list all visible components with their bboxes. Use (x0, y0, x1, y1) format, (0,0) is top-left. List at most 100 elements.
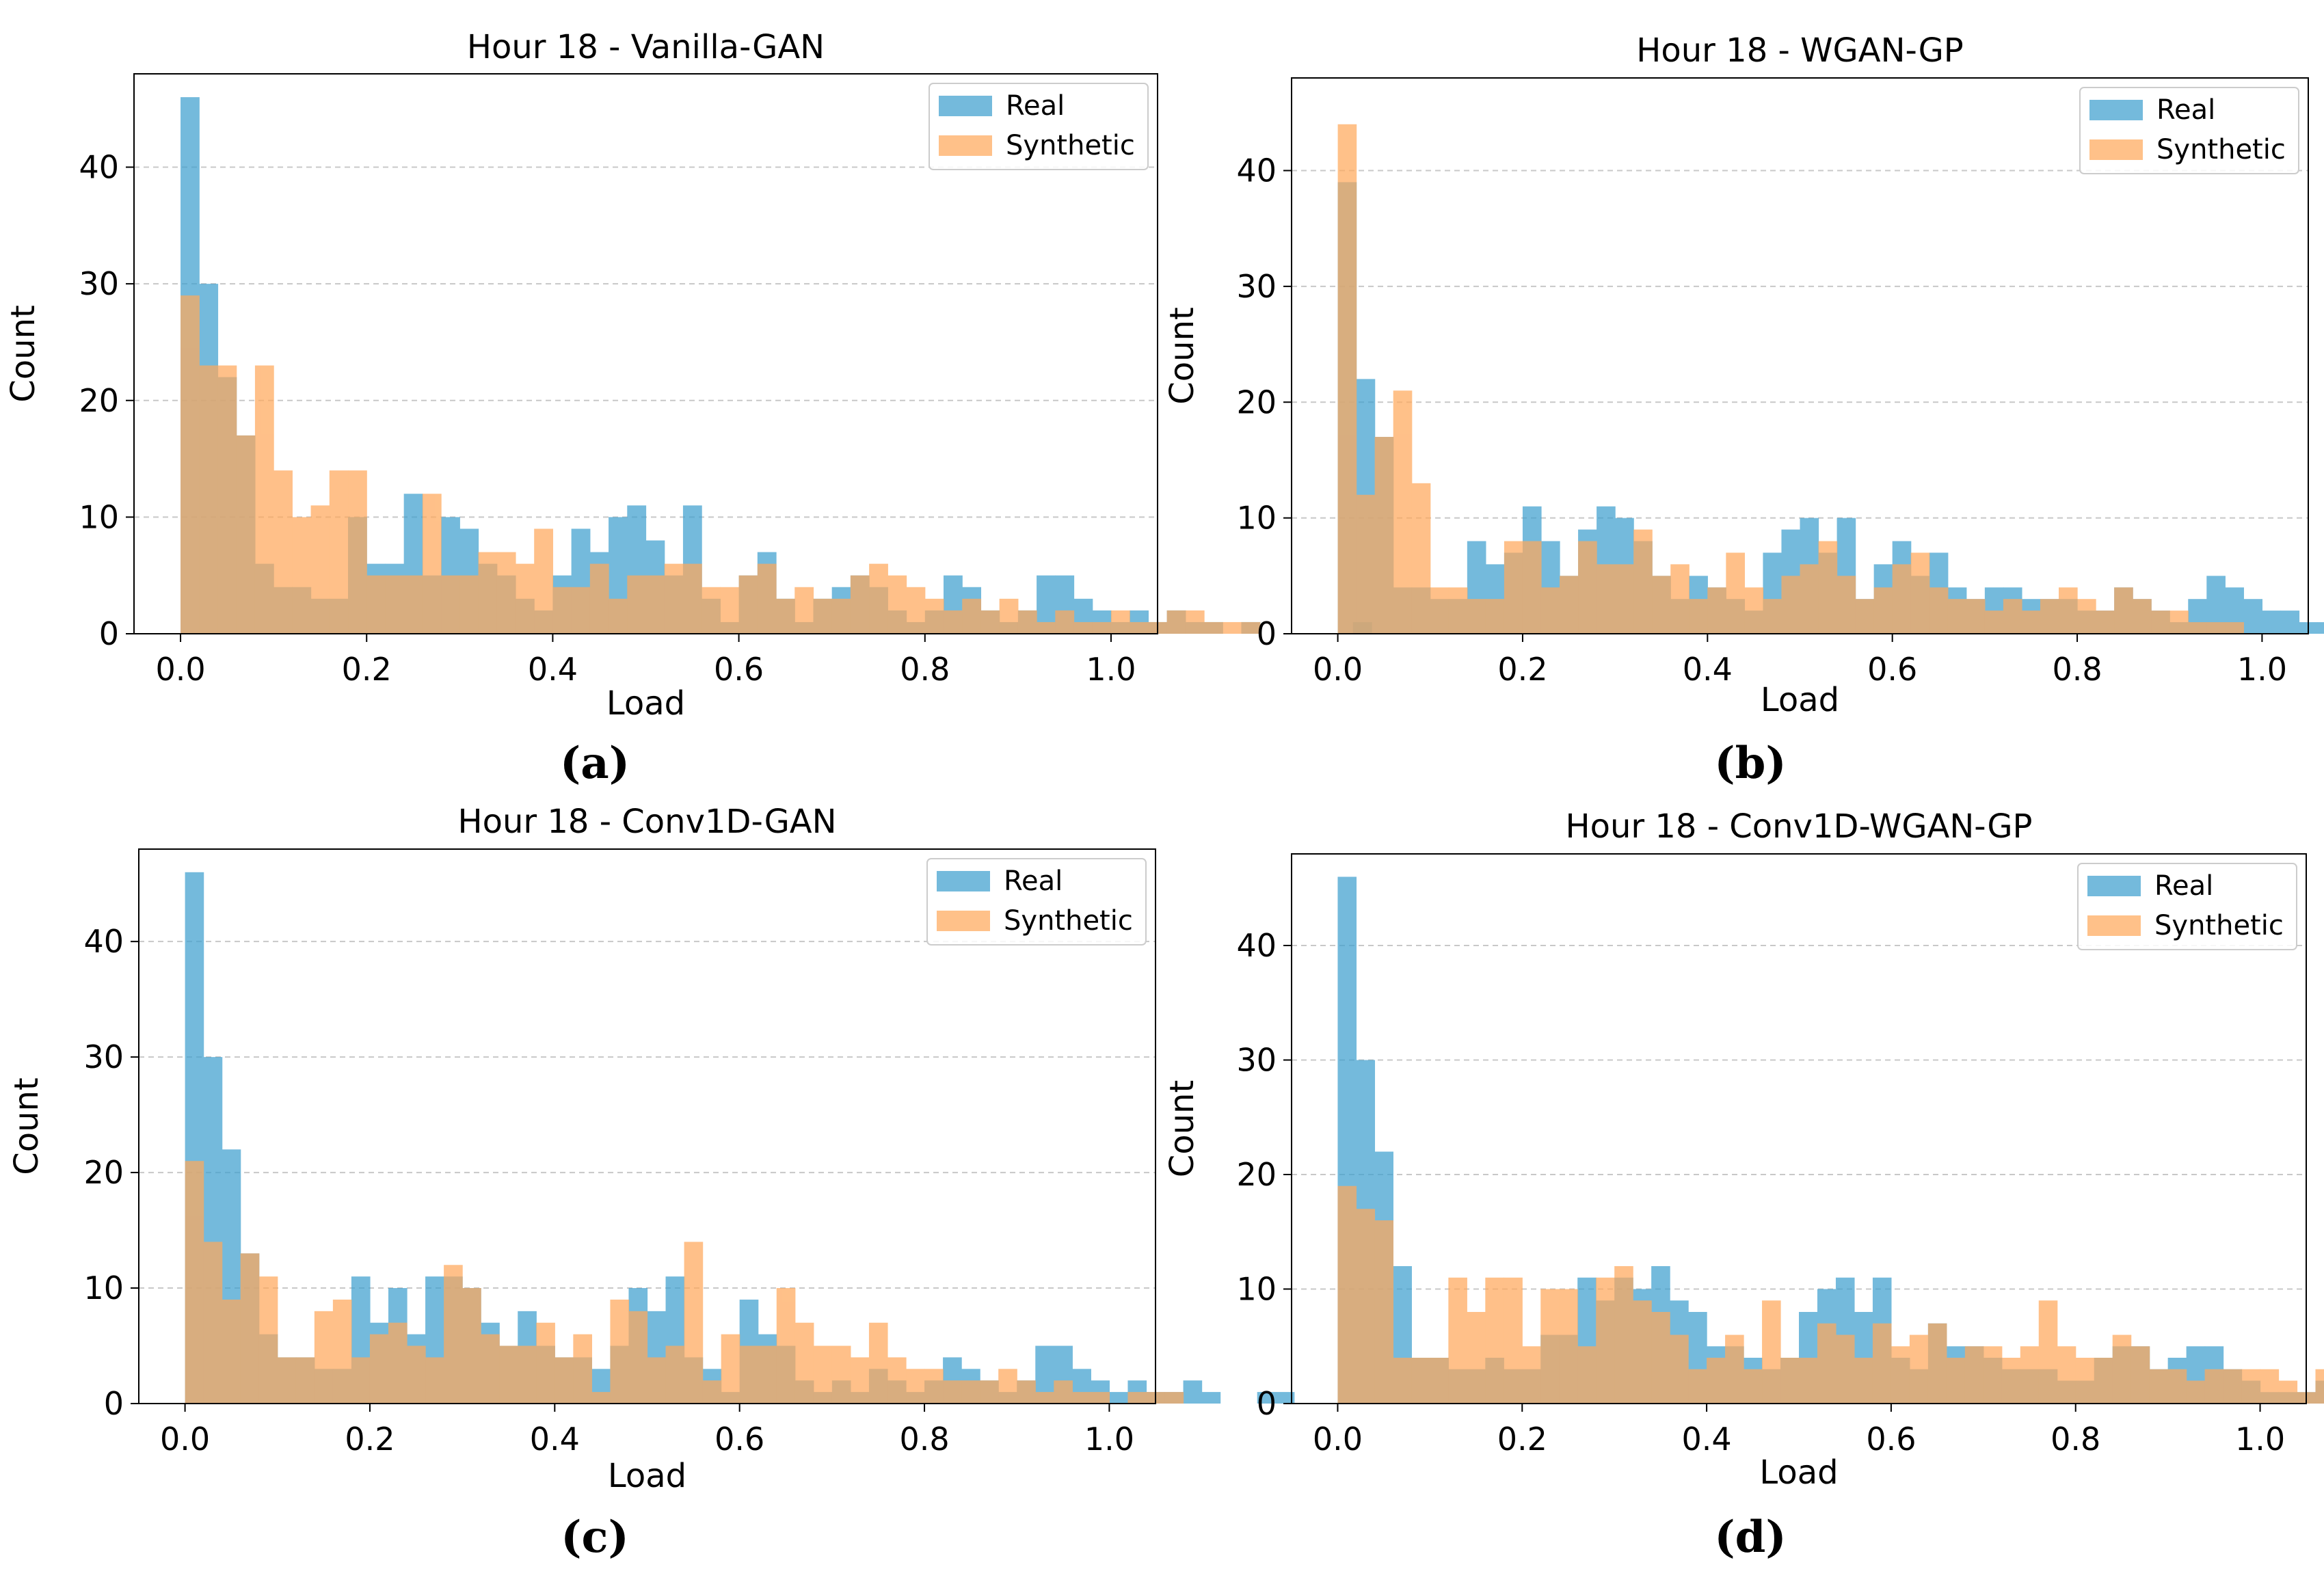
bar-synthetic (2112, 1335, 2132, 1404)
panel-caption: (a) (560, 738, 630, 789)
bar-synthetic (2094, 1358, 2113, 1404)
bar-synthetic (1651, 1312, 1670, 1404)
bar-synthetic (403, 575, 423, 634)
bar-synthetic (664, 563, 684, 634)
bar-synthetic (534, 528, 554, 634)
legend-swatch-synthetic (939, 135, 992, 156)
plot-frame (133, 73, 1158, 634)
bar-synthetic (1577, 1346, 1597, 1404)
bar-synthetic (1652, 576, 1671, 634)
bar-synthetic (1485, 1277, 1504, 1404)
bar-synthetic (739, 1345, 759, 1404)
bar-synthetic (2057, 1346, 2076, 1404)
plot-frame (138, 848, 1156, 1404)
bar-synthetic (2151, 611, 2170, 634)
bar-synthetic (1725, 1335, 1744, 1404)
bar-synthetic (998, 1369, 1017, 1404)
y-tick-label: 40 (1236, 152, 1277, 189)
bar-synthetic (1799, 1358, 1818, 1404)
bar-synthetic (591, 1392, 611, 1404)
bar-synthetic (1092, 621, 1112, 634)
y-tick-label: 10 (1236, 1271, 1277, 1308)
bar-synthetic (1054, 1380, 1073, 1404)
bar-synthetic (887, 1357, 907, 1404)
bar-synthetic (1873, 587, 1893, 634)
bar-synthetic (1374, 1220, 1393, 1404)
y-tick-label: 10 (83, 1270, 124, 1306)
bar-synthetic (2021, 611, 2041, 634)
bar-synthetic (462, 1288, 481, 1404)
bar-synthetic (1946, 1358, 1966, 1404)
bar-synthetic (868, 1322, 888, 1404)
bar-synthetic (2038, 1300, 2058, 1404)
bar-real (2262, 611, 2282, 634)
bar-synthetic (555, 1357, 574, 1404)
bar-synthetic (388, 1322, 408, 1404)
y-tick-label: 20 (1236, 384, 1277, 420)
bar-synthetic (1127, 1392, 1147, 1404)
y-tick-label: 20 (79, 382, 119, 419)
bar-synthetic (441, 575, 460, 634)
bar-synthetic (236, 435, 256, 634)
bar-synthetic (1164, 1392, 1184, 1404)
bar-synthetic (1615, 564, 1634, 634)
x-tick-label: 0.0 (1313, 1421, 1363, 1458)
bar-synthetic (1130, 621, 1149, 634)
bar-synthetic (1223, 621, 1242, 634)
bar-synthetic (589, 563, 609, 634)
bar-real (2317, 622, 2324, 634)
bar-synthetic (1854, 1358, 1873, 1404)
bar-synthetic (1744, 1369, 1763, 1404)
bar-synthetic (366, 575, 386, 634)
bar-synthetic (1707, 1358, 1726, 1404)
y-tick-label: 40 (83, 923, 124, 960)
bar-synthetic (1185, 610, 1205, 634)
legend-swatch-synthetic (2087, 915, 2141, 936)
bar-real (1183, 1380, 1203, 1404)
y-tick-label: 0 (99, 615, 119, 652)
bar-synthetic (702, 1380, 722, 1404)
bar-synthetic (2225, 622, 2244, 634)
bar-synthetic (1393, 1358, 1412, 1404)
x-tick-label: 1.0 (1084, 1421, 1134, 1458)
bar-synthetic (1800, 564, 1819, 634)
bar-synthetic (277, 1357, 297, 1404)
y-tick-label: 30 (1236, 1042, 1277, 1079)
bar-synthetic (2077, 599, 2096, 634)
bar-synthetic (2040, 599, 2059, 634)
bar-synthetic (1430, 1358, 1449, 1404)
chart-title: Hour 18 - WGAN-GP (1636, 31, 1963, 70)
bar-synthetic (2149, 1369, 2169, 1404)
panel-caption: (b) (1714, 738, 1786, 789)
bar-synthetic (1818, 541, 1838, 634)
legend-label-real: Real (2154, 870, 2213, 902)
bar-synthetic (2114, 587, 2133, 634)
x-tick-label: 0.6 (714, 1421, 764, 1458)
bar-synthetic (1614, 1266, 1633, 1404)
bar-synthetic (1504, 1277, 1523, 1404)
y-tick-label: 20 (1236, 1156, 1277, 1193)
bar-synthetic (1430, 587, 1450, 634)
bar-synthetic (571, 587, 591, 634)
bar-synthetic (1744, 587, 1764, 634)
legend-swatch-real (939, 96, 992, 116)
legend-swatch-real (2087, 876, 2141, 896)
bar-synthetic (1072, 1392, 1091, 1404)
bar-synthetic (1356, 1209, 1376, 1404)
x-tick-label: 0.4 (1683, 651, 1733, 688)
bar-synthetic (407, 1345, 426, 1404)
x-tick-label: 0.2 (342, 651, 392, 688)
bar-synthetic (962, 598, 982, 634)
bar-synthetic (496, 552, 516, 634)
x-tick-label: 0.8 (900, 651, 950, 688)
bar-synthetic (1891, 1346, 1910, 1404)
bar-synthetic (1356, 494, 1376, 634)
bar-synthetic (2075, 1358, 2095, 1404)
bar-synthetic (794, 1322, 814, 1404)
x-tick-label: 0.0 (155, 651, 205, 688)
bar-synthetic (1964, 1346, 1984, 1404)
bar-synthetic (738, 575, 758, 634)
bar-synthetic (813, 1345, 833, 1404)
bar-synthetic (1540, 587, 1560, 634)
bar-synthetic (999, 598, 1019, 634)
